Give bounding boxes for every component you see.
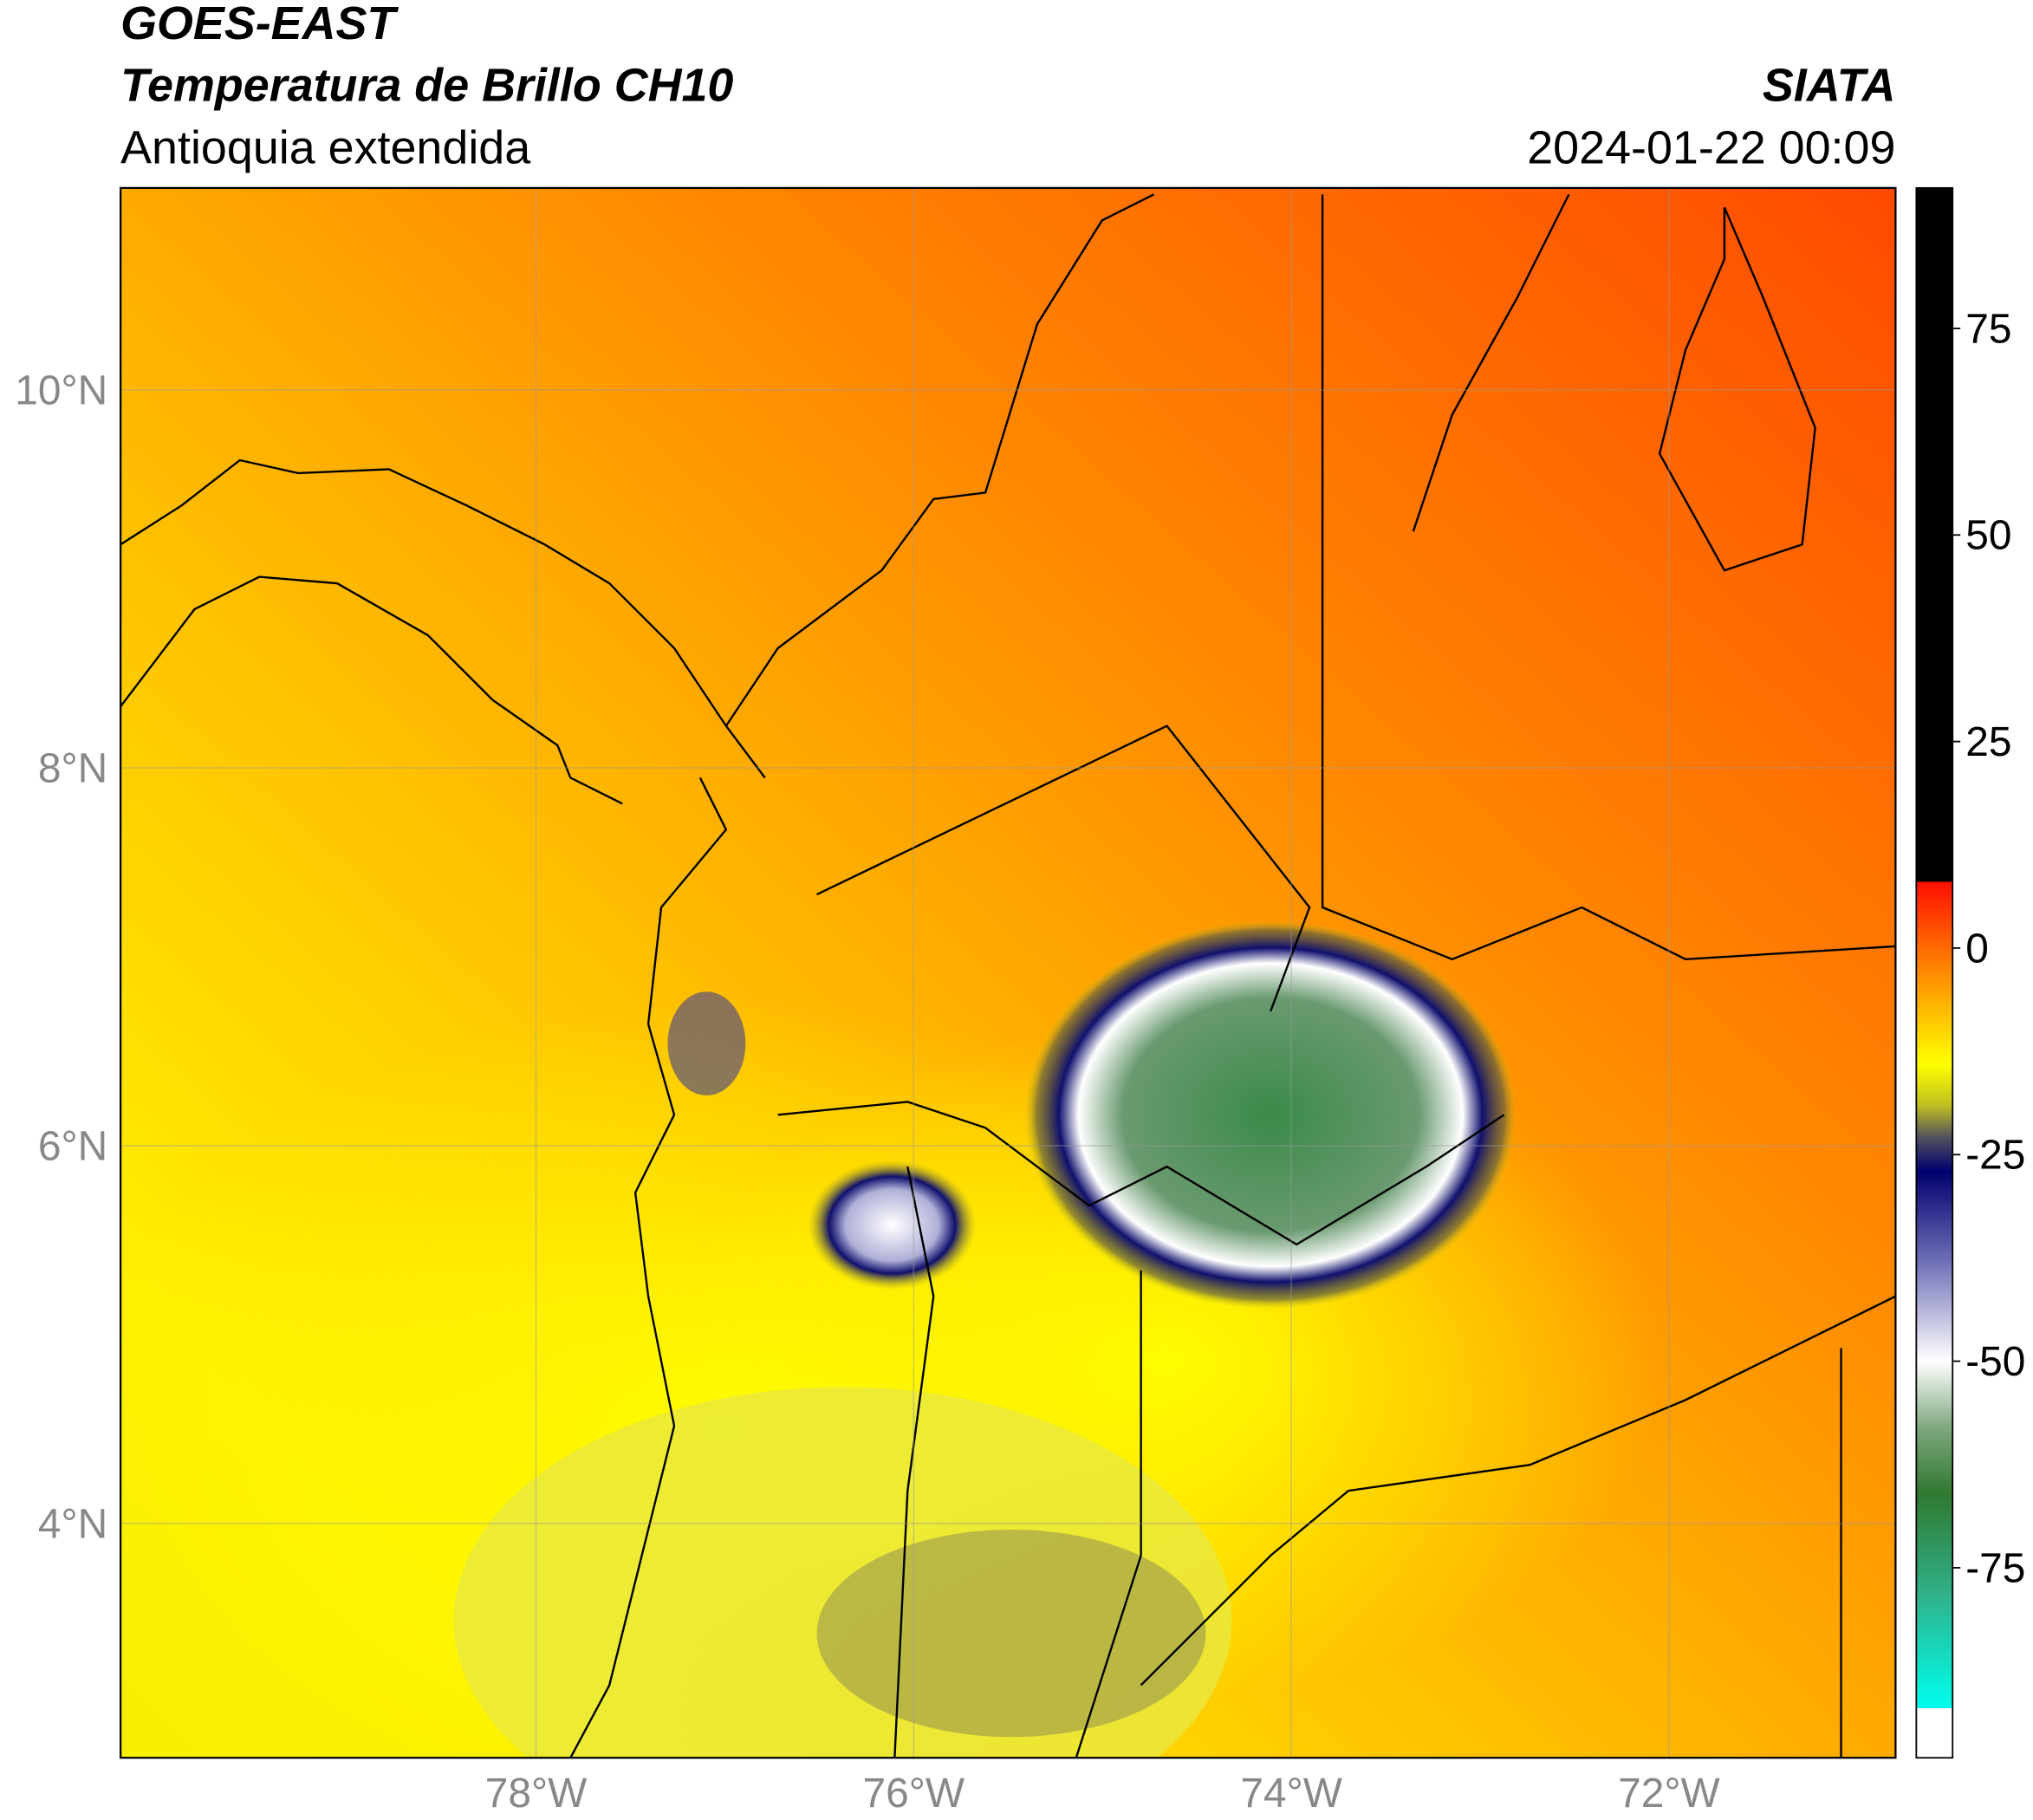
border (777, 1101, 1505, 1246)
x-tick-label: 74°W (1240, 1771, 1342, 1817)
colorbar-tick-label: 75 (1965, 306, 2011, 352)
coastline (1658, 206, 1816, 572)
border (1321, 194, 1896, 961)
source: SIATA (1763, 60, 1896, 112)
subtitle: Temperatura de Brillo CH10 (120, 60, 733, 112)
y-tick-label: 8°N (38, 746, 107, 792)
x-tick-label: 72°W (1618, 1771, 1720, 1817)
colorbar: -75 -50 -25 0 25 50 75 (1915, 186, 2025, 1759)
colorbar-tick-label: 0 (1965, 926, 1989, 972)
border (816, 725, 1311, 1012)
border (1140, 1295, 1896, 1687)
datetime: 2024-01-22 00:09 (1527, 121, 1895, 173)
coastline (120, 575, 623, 805)
storm-cell (667, 991, 746, 1095)
border (893, 1166, 935, 1758)
y-tick-label: 6°N (38, 1123, 107, 1169)
coastline (569, 777, 728, 1758)
region: Antioquia extendida (120, 121, 530, 173)
y-tick-label: 4°N (38, 1501, 107, 1547)
coastline (724, 193, 1155, 727)
colorbar-tick-label: -25 (1965, 1133, 2025, 1179)
map-image (120, 187, 1896, 1758)
colorbar-tick-label: 50 (1965, 513, 2011, 559)
storm-cell (808, 1160, 977, 1290)
colorbar-tick-label: 25 (1965, 719, 2011, 765)
cloud-area (816, 1529, 1206, 1738)
storm-cell (1023, 920, 1517, 1310)
map-frame (120, 186, 1897, 1759)
coastline (120, 458, 766, 779)
coastline (1412, 193, 1570, 532)
x-tick-label: 78°W (485, 1771, 588, 1817)
x-tick-label: 76°W (863, 1771, 965, 1817)
colorbar-fill (1915, 186, 1954, 1759)
colorbar-tick-label: -75 (1965, 1545, 2025, 1591)
title: GOES-EAST (120, 0, 399, 49)
graticule (120, 187, 1896, 1758)
colorbar-tick-label: -50 (1965, 1339, 2025, 1385)
y-tick-label: 10°N (15, 368, 107, 414)
border (1075, 1270, 1142, 1758)
